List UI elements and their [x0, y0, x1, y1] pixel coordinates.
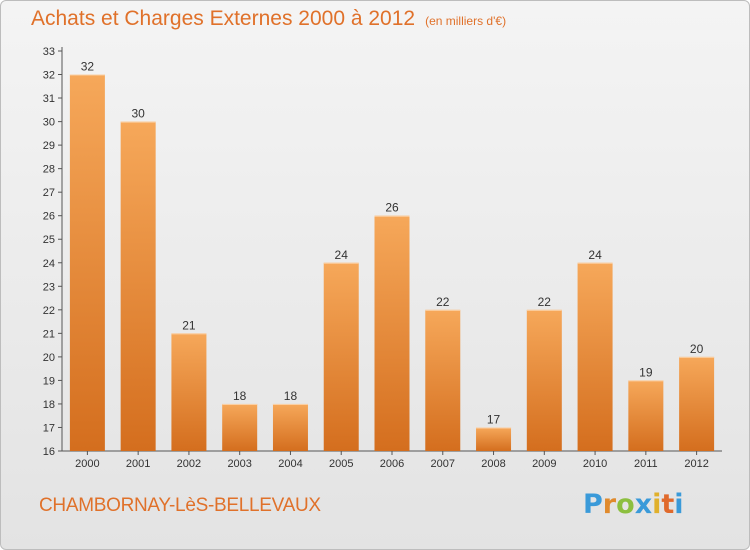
bar	[374, 215, 410, 451]
chart-title-text: Achats et Charges Externes 2000 à 2012	[31, 7, 416, 30]
data-labels: 32 30 21 18 18 24 26 22 17 22 24 19 20	[81, 60, 704, 427]
bars	[69, 74, 715, 452]
data-label: 17	[487, 412, 501, 426]
x-tick-label: 2010	[583, 458, 607, 470]
y-tick-label: 18	[43, 399, 55, 411]
y-tick-label: 16	[43, 446, 55, 458]
y-tick-label: 19	[43, 375, 55, 387]
data-label: 24	[588, 248, 602, 262]
y-tick-label: 21	[43, 328, 55, 340]
logo-letter: i	[674, 489, 684, 520]
bar	[323, 262, 359, 451]
bar	[69, 74, 105, 451]
data-label: 22	[538, 295, 552, 309]
logo-letter: x	[634, 489, 653, 520]
x-tick-label: 2004	[278, 458, 302, 470]
data-label: 30	[131, 107, 145, 121]
bar	[425, 309, 461, 451]
y-tick-label: 20	[43, 352, 55, 364]
chart-unit: (en milliers d'€)	[425, 14, 507, 28]
data-label: 18	[284, 389, 298, 403]
data-label: 24	[335, 248, 349, 262]
logo-letter: r	[602, 489, 617, 520]
logo-letter: i	[652, 489, 662, 520]
bar	[272, 403, 308, 451]
x-tick-label: 2009	[532, 458, 556, 470]
y-tick-label: 24	[43, 258, 55, 270]
data-label: 20	[690, 342, 704, 356]
bar	[679, 356, 715, 451]
x-tick-label: 2001	[126, 458, 150, 470]
commune-name: CHAMBORNAY-LèS-BELLEVAUX	[39, 495, 321, 516]
x-tick-label: 2005	[329, 458, 353, 470]
data-label: 21	[182, 318, 196, 332]
y-tick-label: 27	[43, 187, 55, 199]
y-tick-label: 33	[43, 46, 55, 58]
y-tick-label: 26	[43, 211, 55, 223]
bar	[171, 333, 207, 451]
x-tick-label: 2007	[431, 458, 455, 470]
bar	[120, 121, 156, 452]
x-tick-label: 2003	[227, 458, 251, 470]
chart-title: Achats et Charges Externes 2000 à 2012 (e…	[31, 7, 506, 31]
data-label: 18	[233, 389, 247, 403]
y-tick-label: 25	[43, 234, 55, 246]
data-label: 26	[385, 201, 399, 215]
x-tick-label: 2006	[380, 458, 404, 470]
x-tick-label: 2008	[481, 458, 505, 470]
x-tick-label: 2011	[634, 458, 658, 470]
y-tick-label: 29	[43, 140, 55, 152]
y-tick-label: 30	[43, 117, 55, 129]
data-label: 32	[81, 60, 95, 74]
bar	[577, 262, 613, 451]
data-label: 19	[639, 365, 653, 379]
logo-letter: P	[583, 489, 603, 520]
y-tick-label: 28	[43, 164, 55, 176]
bar	[222, 403, 258, 451]
y-tick-label: 32	[43, 70, 55, 82]
data-label: 22	[436, 295, 450, 309]
y-tick-label: 23	[43, 281, 55, 293]
y-tick-label: 22	[43, 305, 55, 317]
x-tick-label: 2012	[684, 458, 708, 470]
x-tick-label: 2000	[75, 458, 99, 470]
x-tick-label: 2002	[177, 458, 201, 470]
logo-letter: t	[661, 489, 675, 520]
bar	[476, 427, 512, 451]
bar	[526, 309, 562, 451]
bar	[628, 380, 664, 451]
proxiti-logo: Proxiti	[583, 489, 684, 520]
y-tick-label: 17	[43, 422, 55, 434]
logo-letter: o	[616, 489, 635, 520]
y-tick-label: 31	[43, 93, 55, 105]
